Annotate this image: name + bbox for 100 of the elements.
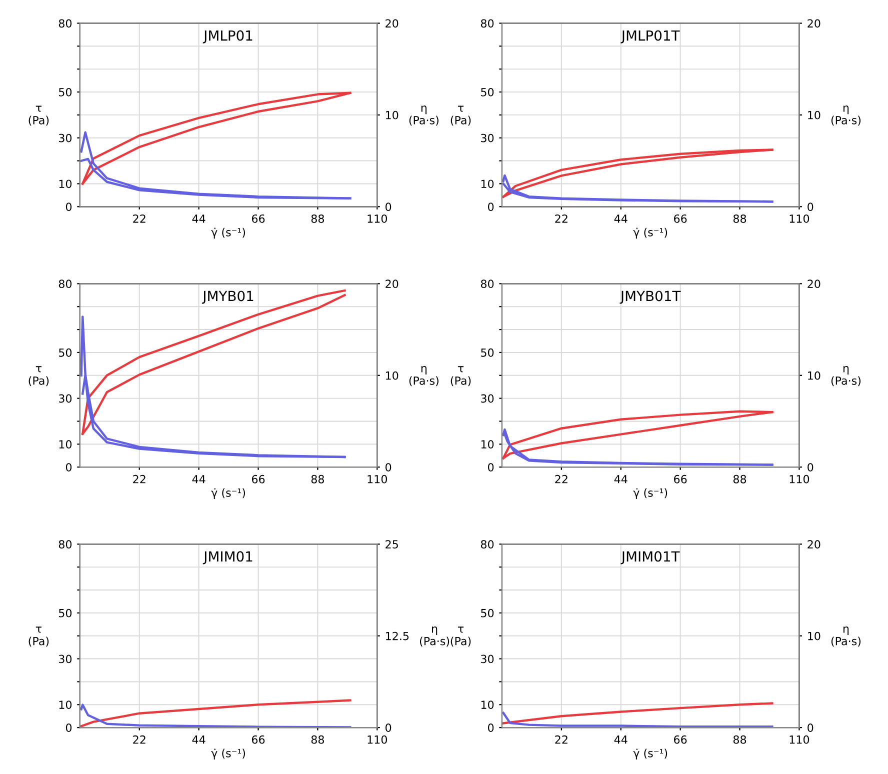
x-tick-label: 66 <box>674 214 687 223</box>
y-tick-label: 80 <box>58 19 72 28</box>
y-tick-label: 80 <box>58 280 72 288</box>
y2-tick-label: 10 <box>386 371 398 380</box>
chart-title: JMLP01 <box>202 30 252 44</box>
y2-axis-title: η (Pa·s) <box>831 106 861 126</box>
y2-axis-title: η (Pa·s) <box>831 366 861 386</box>
y2-axis-title: η (Pa·s) <box>831 626 861 647</box>
x-tick-label: 22 <box>133 474 146 484</box>
x-tick-label: 88 <box>311 214 324 223</box>
y-tick-label: 10 <box>481 700 494 710</box>
y-tick-label: 0 <box>488 463 494 472</box>
y2-tick-label: 10 <box>808 110 820 120</box>
y2-axis-title: η (Pa·s) <box>409 106 438 126</box>
y2-axis-title: η (Pa·s) <box>420 626 450 647</box>
x-tick-label: 88 <box>311 735 324 744</box>
y2-tick-label: 20 <box>808 540 820 549</box>
x-tick-label: 44 <box>192 475 206 484</box>
y2-tick-label: 20 <box>808 280 820 288</box>
x-tick-label: 22 <box>555 214 568 223</box>
y-tick-label: 0 <box>66 202 72 212</box>
y-tick-label: 10 <box>59 700 72 710</box>
y2-tick-label: 0 <box>386 463 392 472</box>
x-axis-title: γ̇ (s⁻¹) <box>211 488 246 500</box>
chart-title: JMLP01T <box>620 30 680 44</box>
y2-tick-label: 12.5 <box>386 632 409 640</box>
chart-title: JMYB01T <box>620 290 681 304</box>
y-tick-label: 50 <box>481 348 494 357</box>
x-tick-label: 44 <box>192 736 206 744</box>
x-tick-label: 44 <box>192 214 206 223</box>
y2-tick-label: 20 <box>386 280 398 288</box>
x-tick-label: 66 <box>252 474 265 484</box>
y-tick-label: 50 <box>481 608 494 618</box>
x-tick-label: 88 <box>733 474 746 484</box>
x-tick-label: 66 <box>252 735 265 744</box>
chart-title: JMIM01T <box>620 551 680 564</box>
y-tick-label: 10 <box>59 180 72 188</box>
x-tick-label: 110 <box>790 735 810 744</box>
y2-tick-label: 0 <box>386 202 392 212</box>
y-tick-label: 10 <box>481 180 494 188</box>
y-tick-label: 80 <box>58 540 72 549</box>
x-tick-label: 22 <box>133 735 146 744</box>
y-axis-title: τ (Pa) <box>450 106 471 126</box>
y-tick-label: 30 <box>58 134 72 142</box>
y-axis-title: τ (Pa) <box>28 626 49 647</box>
x-axis-title: γ̇ (s⁻¹) <box>633 748 668 760</box>
y2-tick-label: 0 <box>808 463 814 472</box>
x-tick-label: 44 <box>614 736 628 744</box>
y-tick-label: 30 <box>481 654 494 664</box>
x-tick-label: 44 <box>614 214 628 223</box>
y-tick-label: 50 <box>59 88 72 96</box>
x-tick-label: 22 <box>555 735 568 744</box>
x-tick-label: 110 <box>790 474 810 484</box>
x-tick-label: 22 <box>133 214 146 223</box>
y-axis-title: τ (Pa) <box>28 366 49 386</box>
y-tick-label: 10 <box>59 440 72 449</box>
y-tick-label: 50 <box>481 88 494 96</box>
y-axis-title: τ (Pa) <box>28 106 49 126</box>
x-tick-label: 110 <box>368 735 388 744</box>
y-tick-label: 10 <box>481 440 494 449</box>
y-tick-label: 50 <box>59 348 72 357</box>
x-axis-title: γ̇ (s⁻¹) <box>633 488 668 500</box>
x-axis-title: γ̇ (s⁻¹) <box>211 748 246 760</box>
y-tick-label: 80 <box>480 280 494 288</box>
chart-title: JMYB01 <box>202 290 254 304</box>
y2-tick-label: 0 <box>808 202 814 212</box>
y-tick-label: 80 <box>480 540 494 549</box>
x-tick-label: 66 <box>674 474 687 484</box>
x-tick-label: 110 <box>790 214 810 223</box>
y-tick-label: 50 <box>59 608 72 618</box>
y-tick-label: 30 <box>58 654 72 664</box>
x-tick-label: 110 <box>368 474 388 484</box>
y2-tick-label: 10 <box>808 632 820 640</box>
y2-axis-title: η (Pa·s) <box>409 366 438 386</box>
y-tick-label: 30 <box>481 134 494 142</box>
y2-tick-label: 0 <box>386 724 392 732</box>
x-axis-title: γ̇ (s⁻¹) <box>211 228 246 239</box>
y-tick-label: 0 <box>66 724 72 732</box>
y2-tick-label: 20 <box>808 19 820 28</box>
y2-tick-label: 0 <box>808 724 814 732</box>
x-tick-label: 110 <box>368 214 388 223</box>
x-tick-label: 88 <box>311 474 324 484</box>
x-tick-label: 88 <box>733 735 746 744</box>
y-axis-title: τ (Pa) <box>450 366 471 386</box>
x-tick-label: 88 <box>733 214 746 223</box>
y-tick-label: 0 <box>66 463 72 472</box>
chart-title: JMIM01 <box>202 551 252 564</box>
x-tick-label: 44 <box>614 475 628 484</box>
y2-tick-label: 10 <box>808 371 820 380</box>
y-tick-label: 0 <box>488 202 494 212</box>
y2-tick-label: 20 <box>386 19 398 28</box>
y-tick-label: 0 <box>488 724 494 732</box>
y2-tick-label: 10 <box>386 110 398 120</box>
y-tick-label: 80 <box>480 19 494 28</box>
x-axis-title: γ̇ (s⁻¹) <box>633 228 668 239</box>
y-tick-label: 30 <box>58 394 72 403</box>
x-tick-label: 66 <box>674 735 687 744</box>
y2-tick-label: 25 <box>386 540 398 549</box>
y-axis-title: τ (Pa) <box>450 626 471 647</box>
y-tick-label: 30 <box>481 394 494 403</box>
